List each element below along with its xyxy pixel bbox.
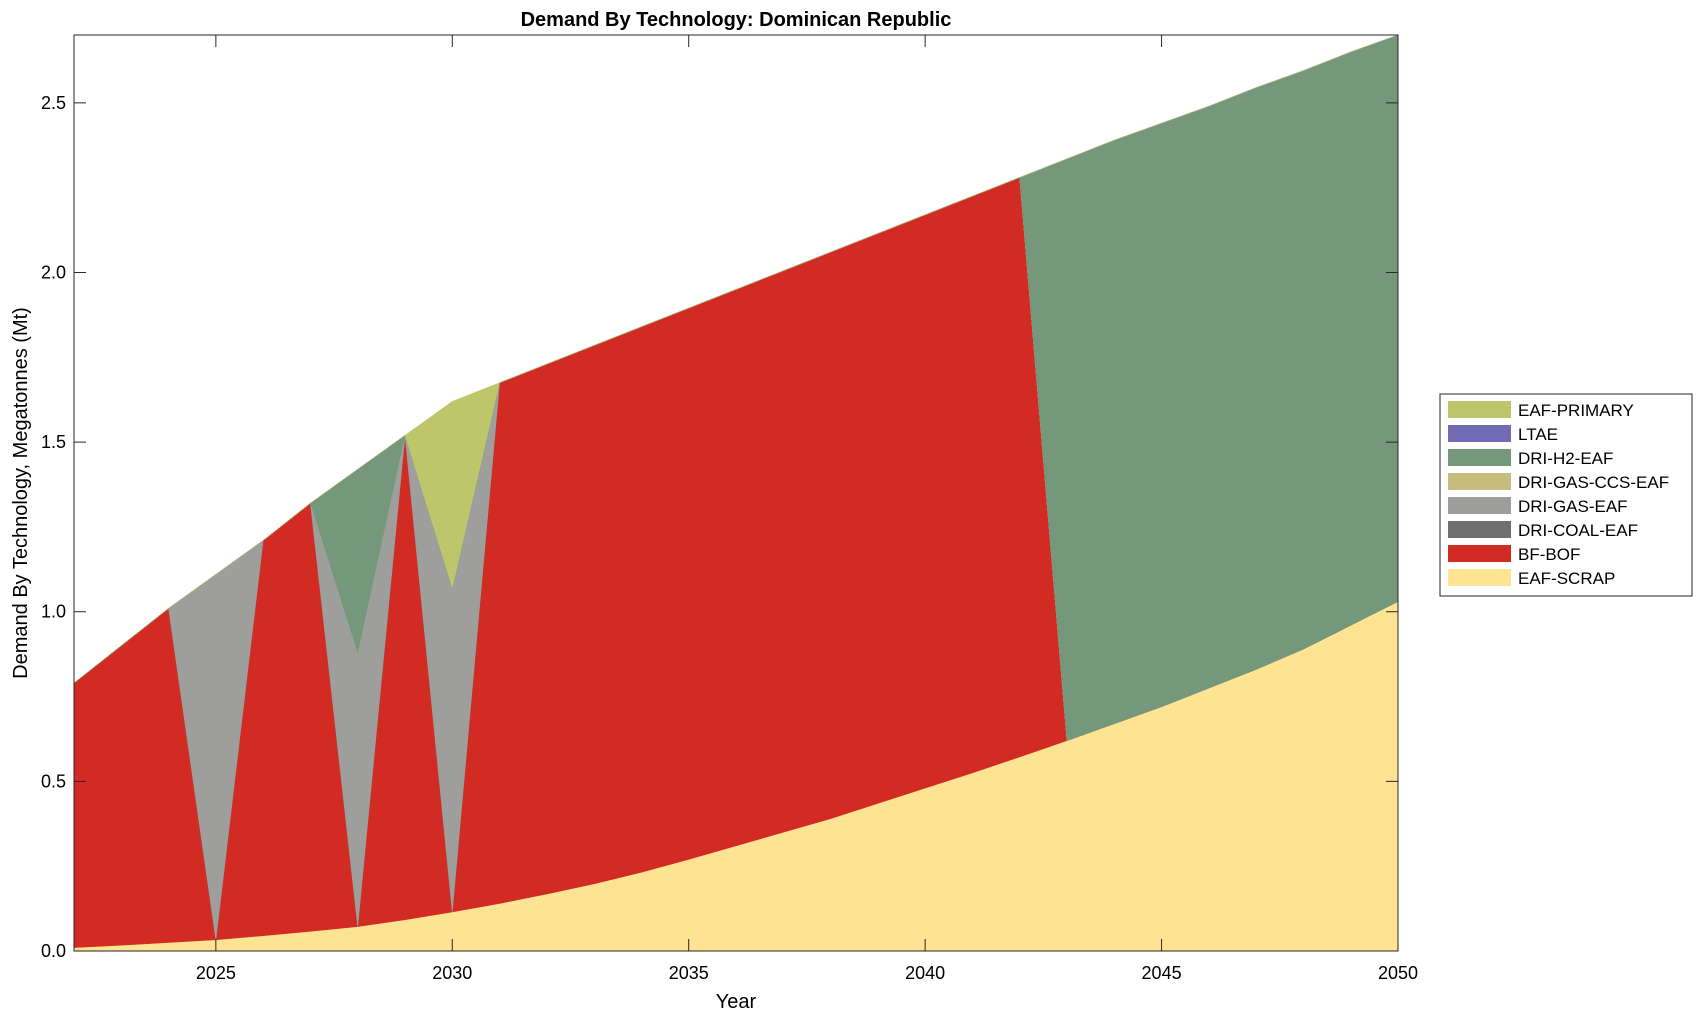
legend-label: EAF-PRIMARY	[1518, 401, 1634, 420]
chart-title: Demand By Technology: Dominican Republic	[521, 9, 952, 31]
legend-swatch	[1448, 497, 1511, 514]
y-tick-label: 0.5	[41, 771, 66, 791]
plot-box	[73, 34, 1399, 952]
y-tick-label: 2.0	[41, 262, 66, 282]
legend-swatch	[1448, 449, 1511, 466]
legend-label: EAF-SCRAP	[1518, 569, 1615, 588]
legend-swatch	[1448, 401, 1511, 418]
x-tick-label: 2040	[905, 963, 945, 983]
x-axis-label: Year	[716, 991, 757, 1013]
legend-swatch	[1448, 425, 1511, 442]
y-axis-label: Demand By Technology, Megatonnes (Mt)	[10, 307, 32, 679]
legend-label: DRI-COAL-EAF	[1518, 521, 1638, 540]
y-tick-label: 1.5	[41, 432, 66, 452]
legend: EAF-PRIMARY LTAE DRI-H2-EAF DRI-GAS-CCS-EAF…	[1439, 393, 1693, 597]
legend-label: DRI-GAS-CCS-EAF	[1518, 473, 1669, 492]
axes: 2025 2030 2035 2040 2045 2050 0.0 0.5 1.0 1.5 2.0 2…	[41, 34, 1418, 983]
x-tick-label: 2035	[669, 963, 709, 983]
legend-label: DRI-GAS-EAF	[1518, 497, 1628, 516]
legend-box	[1439, 393, 1693, 597]
legend-swatch	[1448, 569, 1511, 586]
legend-label: LTAE	[1518, 425, 1558, 444]
y-tick-label: 0.0	[41, 941, 66, 961]
x-tick-label: 2030	[432, 963, 472, 983]
legend-label: DRI-H2-EAF	[1518, 449, 1613, 468]
x-tick-label: 2025	[196, 963, 236, 983]
y-tick-label: 1.0	[41, 602, 66, 622]
legend-label: BF-BOF	[1518, 545, 1580, 564]
area-layer	[73, 34, 1399, 952]
y-tick-label: 2.5	[41, 93, 66, 113]
legend-swatch	[1448, 521, 1511, 538]
legend-swatch	[1448, 473, 1511, 490]
x-tick-label: 2050	[1378, 963, 1418, 983]
x-tick-label: 2045	[1142, 963, 1182, 983]
legend-swatch	[1448, 545, 1511, 562]
